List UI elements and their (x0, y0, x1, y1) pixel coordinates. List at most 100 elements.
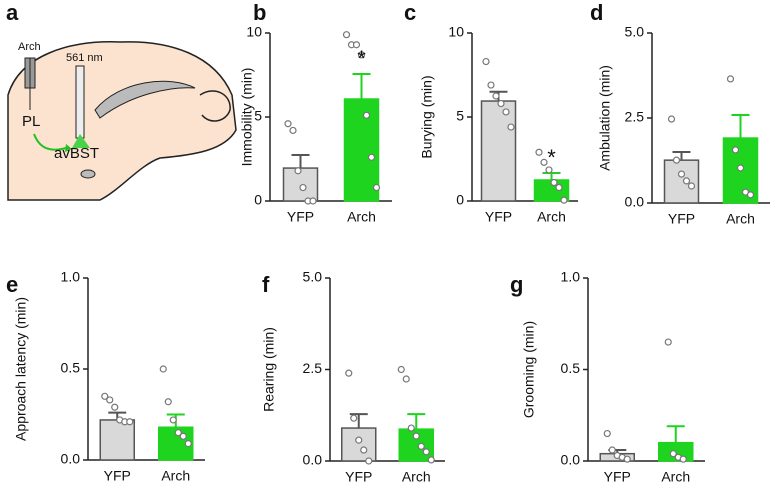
optic-fiber (75, 65, 85, 139)
panel-letter: b (253, 0, 266, 25)
y-tick-label: 0.5 (561, 360, 581, 376)
data-point (342, 31, 351, 39)
x-tick-label: Arch (161, 468, 190, 482)
data-point (677, 170, 686, 178)
data-point (309, 197, 317, 205)
label: avBST (54, 145, 99, 162)
y-tick-label: 0.0 (625, 194, 645, 210)
error-bar (349, 413, 368, 429)
x-tick-label: Arch (537, 209, 566, 225)
label: 561 nm (66, 52, 103, 64)
data-point (502, 108, 510, 116)
y-axis-label: Rearing (min) (261, 327, 277, 412)
data-point (407, 424, 415, 432)
data-point (284, 120, 292, 128)
label: PL (22, 113, 40, 130)
data-point (169, 416, 177, 424)
bar (480, 100, 517, 202)
data-point (367, 153, 376, 161)
ventricle (94, 80, 196, 119)
cerebellum (199, 90, 231, 122)
bar (99, 419, 135, 461)
data-point (111, 403, 119, 411)
y-tick-label: 5 (456, 108, 464, 124)
data-point (355, 436, 363, 444)
data-point (682, 177, 691, 185)
panel-letter: c (404, 0, 416, 25)
data-point (726, 75, 735, 83)
y-tick-label: 0 (254, 192, 262, 208)
data-point (164, 398, 172, 406)
data-point (106, 396, 114, 404)
error-bar (352, 72, 371, 100)
y-axis-label: Burying (min) (419, 75, 435, 158)
y-tick-label: 1.0 (61, 269, 81, 285)
y-tick-label: 0.5 (61, 360, 81, 376)
data-point (402, 375, 410, 383)
bar (343, 98, 380, 202)
data-point (667, 115, 676, 123)
data-point (679, 455, 687, 463)
y-tick-label: 5.0 (625, 24, 645, 40)
brain-diagram: a Arch 561 nm PL avBST (6, 0, 237, 201)
error-bar (407, 413, 426, 430)
data-point (560, 196, 568, 204)
x-tick-label: YFP (485, 209, 512, 225)
x-tick-label: YFP (345, 469, 372, 482)
data-point (101, 392, 109, 400)
error-bar (542, 171, 561, 180)
data-point (482, 57, 490, 66)
data-point (179, 432, 187, 440)
label: Arch (18, 41, 41, 53)
data-point (507, 123, 515, 131)
data-point (535, 148, 543, 156)
significance: * (357, 46, 366, 71)
y-axis-label: Immobility (min) (239, 68, 255, 167)
data-point (289, 126, 297, 135)
data-point (746, 191, 755, 199)
x-tick-label: Arch (661, 469, 690, 482)
data-point (422, 448, 430, 456)
data-point (159, 365, 167, 373)
data-point (731, 146, 740, 154)
panel-letter: g (510, 272, 523, 297)
y-tick-label: 2.5 (303, 360, 323, 376)
x-tick-label: YFP (104, 468, 131, 482)
error-bar (672, 151, 691, 161)
data-point (608, 446, 616, 454)
y-axis-label: Approach latency (min) (13, 297, 29, 441)
y-tick-label: 0.0 (561, 452, 581, 468)
data-point (126, 418, 134, 426)
error-bar (666, 425, 685, 443)
data-point (669, 450, 677, 458)
y-tick-label: 5.0 (303, 269, 323, 285)
x-tick-label: YFP (287, 209, 314, 225)
data-point (487, 81, 495, 89)
data-point (365, 457, 373, 465)
bar (341, 427, 377, 462)
panel-letter: f (262, 272, 270, 297)
x-tick-label: YFP (604, 469, 631, 482)
data-point (603, 429, 611, 438)
y-tick-label: 2.5 (625, 109, 645, 125)
data-point (672, 156, 681, 164)
arrow-head (65, 144, 72, 152)
data-point (497, 99, 505, 108)
data-point (352, 41, 361, 49)
data-point (174, 429, 182, 437)
y-tick-label: 0.0 (61, 451, 81, 467)
error-bar (731, 113, 750, 139)
y-tick-label: 1.0 (561, 269, 581, 285)
projection-arrow (33, 133, 67, 151)
data-point (294, 167, 302, 175)
bar (282, 167, 319, 202)
y-tick-label: 10 (448, 24, 464, 40)
data-point (350, 414, 358, 422)
panel-letter: a (6, 0, 19, 25)
data-point (184, 440, 192, 448)
data-point (540, 158, 548, 166)
y-tick-label: 5 (254, 108, 262, 124)
brain-outline (7, 41, 237, 201)
data-point (623, 455, 631, 463)
data-point (427, 456, 435, 464)
